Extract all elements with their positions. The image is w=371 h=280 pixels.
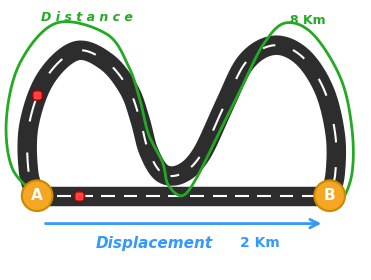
Text: Displacement: Displacement: [96, 235, 213, 251]
Text: B: B: [324, 188, 335, 203]
Text: 8 Km: 8 Km: [290, 14, 325, 27]
Text: 2 Km: 2 Km: [240, 236, 280, 250]
Circle shape: [22, 180, 52, 211]
Text: D i s t a n c e: D i s t a n c e: [41, 11, 133, 24]
Circle shape: [314, 180, 345, 211]
Text: A: A: [31, 188, 43, 203]
